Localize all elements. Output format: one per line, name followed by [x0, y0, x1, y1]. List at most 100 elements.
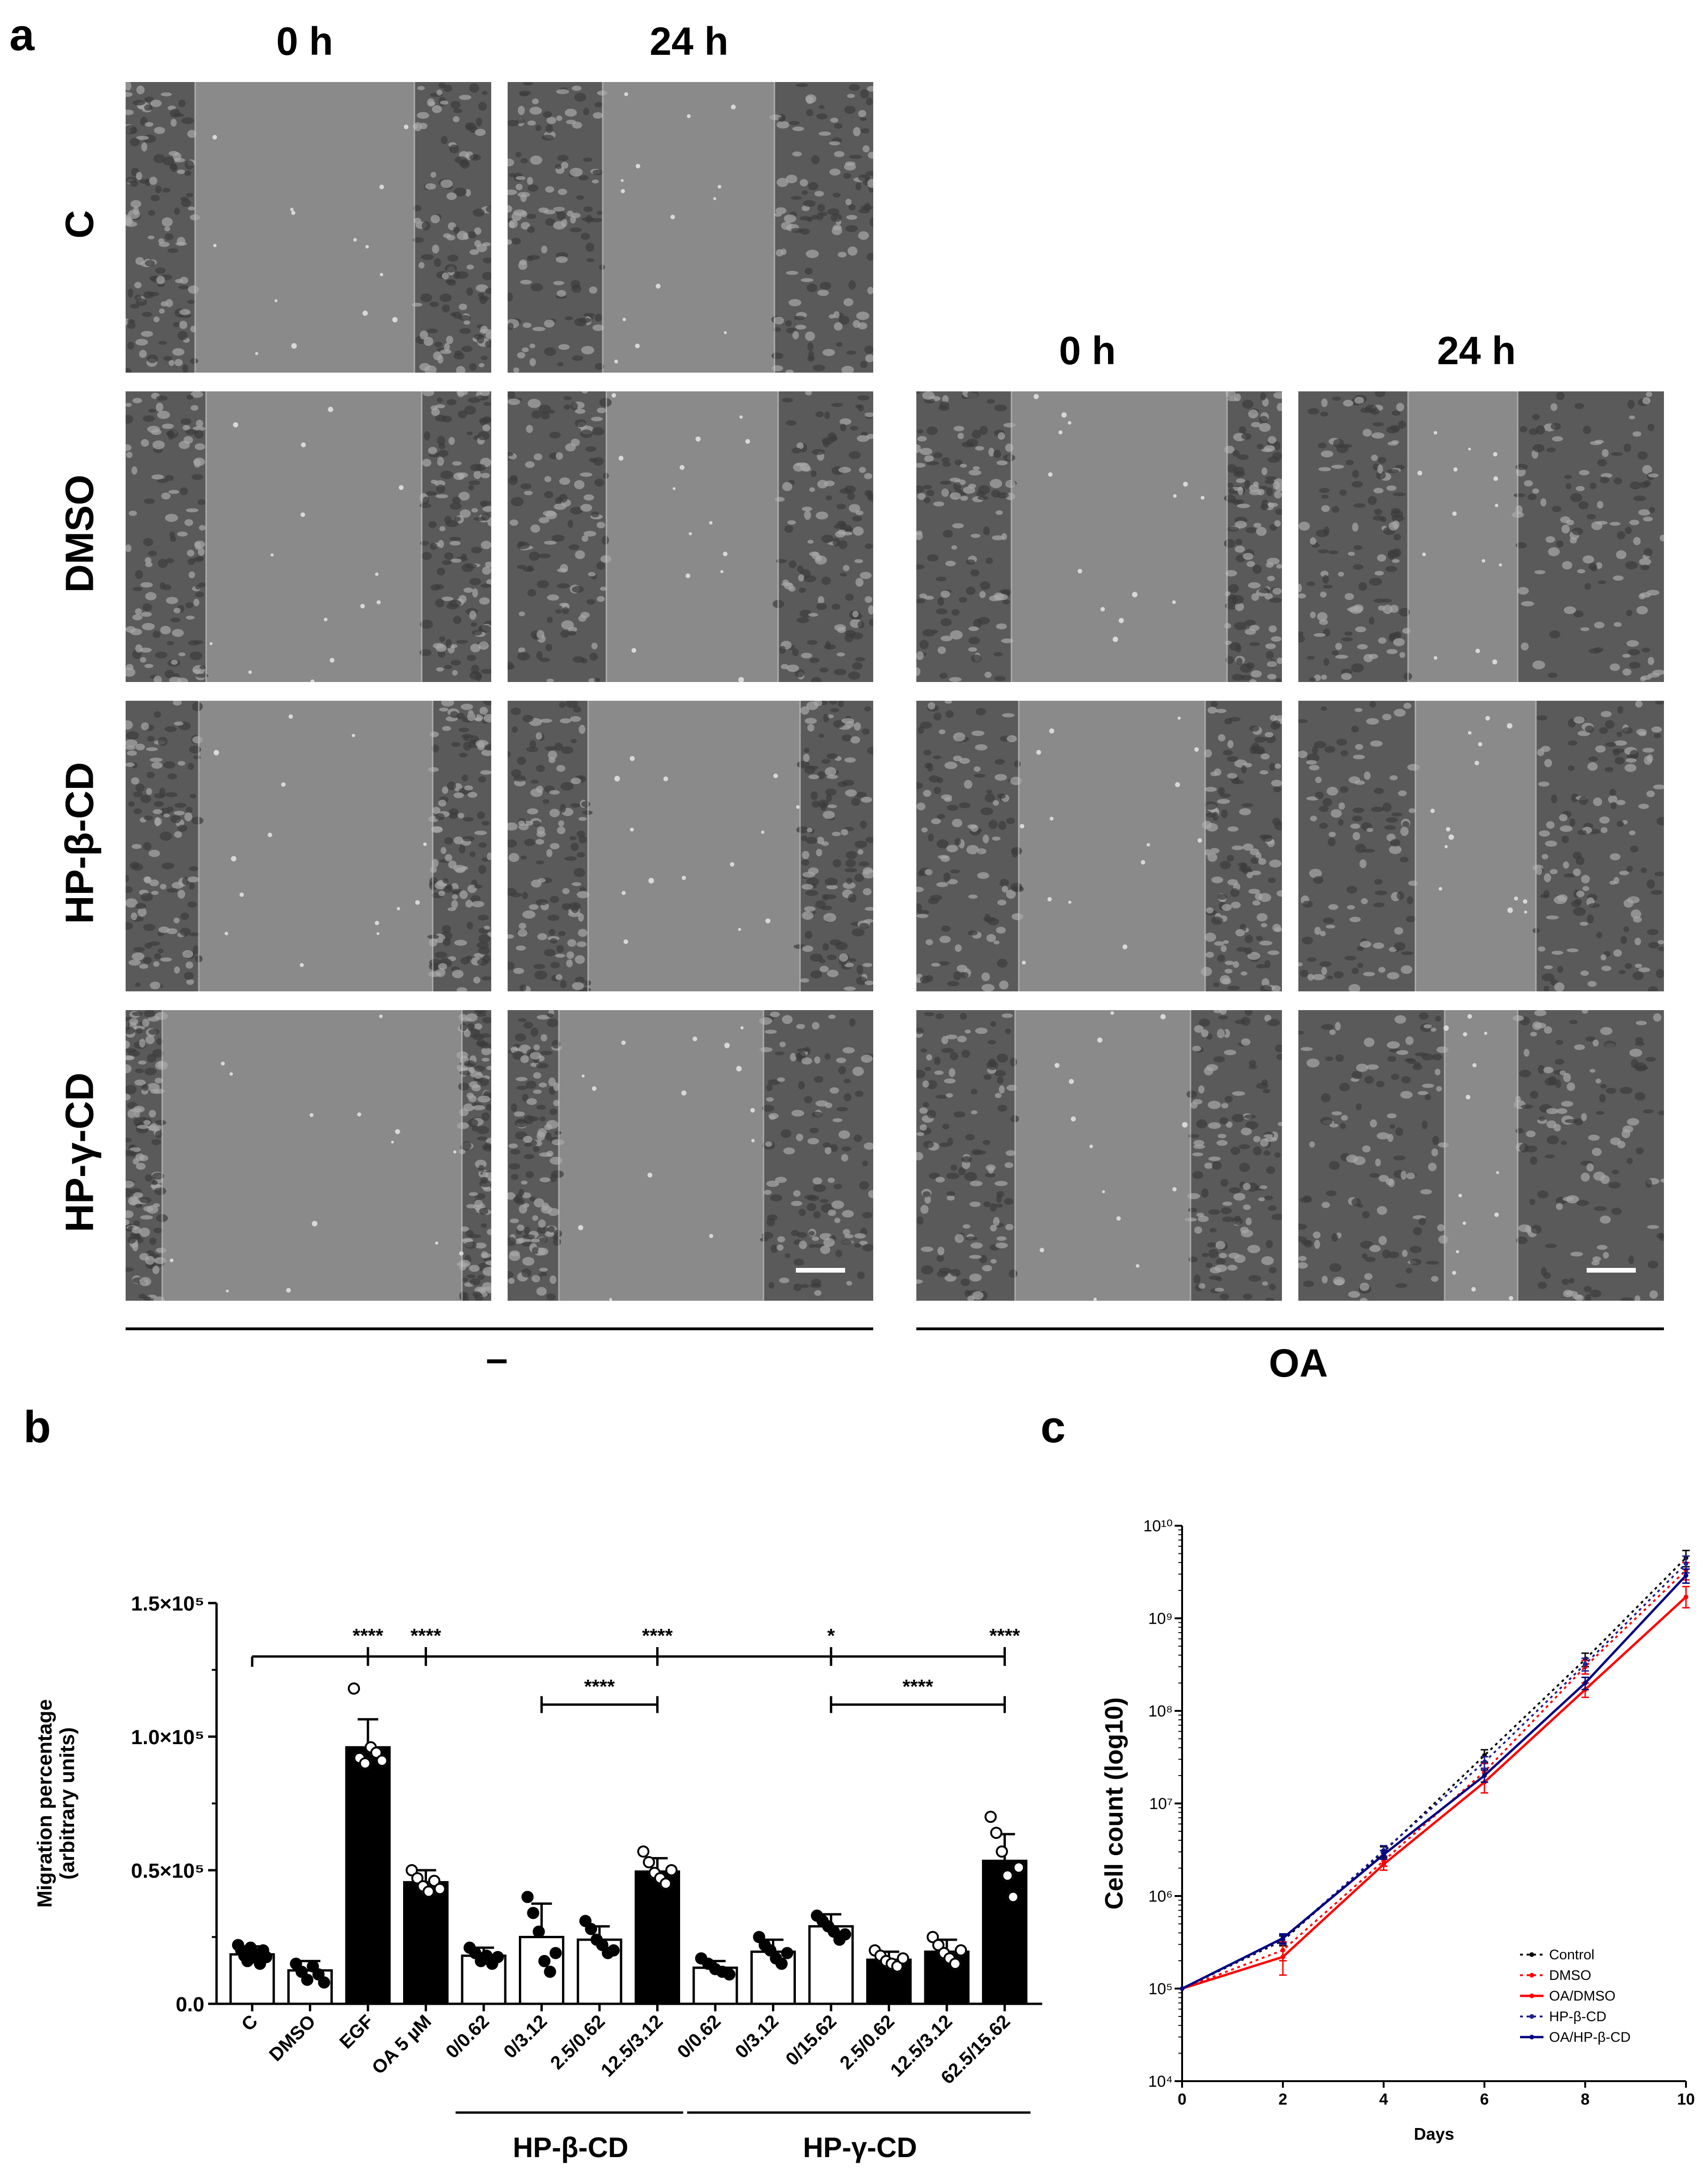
significance-label: **** [903, 1676, 934, 1698]
x-tick-label: 0/3.12 [500, 2011, 551, 2062]
data-point-outline [1007, 1891, 1019, 1903]
data-point-outline [927, 1931, 939, 1943]
x-tick-label: OA 5 µM [368, 2011, 435, 2078]
micro-right-image-0 [916, 391, 1282, 682]
y-tick-label: 10⁴ [1148, 2073, 1173, 2091]
row-label-hp-gamma-cd: HP-γ-CD [57, 1072, 102, 1232]
significance-label: **** [989, 1625, 1020, 1647]
data-point-outline [1001, 1869, 1014, 1882]
panel-letter-c: c [1041, 1402, 1066, 1452]
micro-left-image-7 [508, 1010, 873, 1301]
data-point [544, 1965, 556, 1978]
scale-bar [1587, 1268, 1636, 1273]
data-point-outline [434, 1882, 446, 1895]
x-axis-label: Days [1414, 2124, 1454, 2144]
data-point [1482, 1760, 1487, 1765]
data-point [1381, 1862, 1386, 1867]
legend-label: Control [1549, 1947, 1595, 1963]
micro-left-image-2 [126, 391, 491, 682]
y-axis-label: Cell count (log10) [1100, 1697, 1128, 1910]
y-tick-label: 10¹⁰ [1143, 1517, 1173, 1535]
header-left-0h: 0 h [276, 19, 333, 63]
y-tick-label: 10⁹ [1148, 1610, 1173, 1628]
x-tick-label: 0/0.62 [442, 2011, 494, 2062]
significance-label: **** [584, 1676, 615, 1698]
significance-label: **** [352, 1625, 383, 1647]
data-point-outline [643, 1856, 655, 1868]
significance-label: **** [411, 1625, 442, 1647]
data-point [260, 1951, 272, 1964]
data-point-outline [984, 1811, 997, 1823]
legend-label: HP-β-CD [1549, 2009, 1606, 2024]
data-point [307, 1960, 319, 1973]
data-point [549, 1947, 562, 1959]
legend-marker [1529, 2035, 1534, 2039]
data-point [596, 1939, 608, 1951]
data-point [1684, 1561, 1688, 1566]
data-point-outline [897, 1952, 909, 1965]
data-point-outline [955, 1944, 967, 1956]
data-point-outline [1012, 1861, 1025, 1874]
header-right-0h: 0 h [1059, 329, 1116, 373]
micro-left-image-3 [508, 391, 873, 682]
data-point-outline [891, 1960, 904, 1973]
data-point-outline [949, 1957, 961, 1970]
micro-right-image-5 [1298, 1010, 1664, 1301]
micro-right-image-1 [1298, 391, 1664, 682]
panel-letter-b: b [23, 1402, 51, 1452]
legend-label: DMSO [1549, 1968, 1591, 1983]
data-point [469, 1947, 481, 1959]
group-label-oa: OA [1269, 1341, 1328, 1385]
data-point [764, 1944, 777, 1956]
x-tick-label: 0 [1178, 2091, 1187, 2108]
x-tick-label: EGF [336, 2011, 377, 2053]
data-point [1583, 1680, 1588, 1686]
legend-label: OA/DMSO [1549, 1988, 1616, 2004]
group-line-oa [916, 1327, 1664, 1330]
data-point [579, 1915, 592, 1927]
data-point [1281, 1936, 1285, 1941]
y-tick-label: 10⁵ [1148, 1980, 1173, 1998]
cell-count-line-chart: 10⁴ 10⁵ 10⁶ 10⁷ 10⁸ 10⁹ 10¹⁰ 0 2 4 6 8 10 Days Cell co… [1100, 1517, 1695, 2144]
legend-marker [1529, 1994, 1534, 1998]
group-label-untreated: – [486, 1336, 508, 1380]
x-tick-label: 10 [1677, 2091, 1695, 2108]
x-tick-label: 4 [1379, 2091, 1388, 2108]
y-axis-label: (arbitrary units) [56, 1727, 79, 1880]
micro-left-image-6 [126, 1010, 491, 1301]
y-tick-label: 10⁸ [1148, 1702, 1173, 1720]
data-point-outline [428, 1874, 441, 1887]
micro-left-image-0 [126, 82, 491, 373]
y-tick-label: 0.5×10⁵ [131, 1859, 204, 1882]
group-line-untreated [126, 1327, 873, 1330]
bar [345, 1746, 391, 2005]
data-point-outline [637, 1845, 650, 1858]
data-point-outline [376, 1754, 388, 1767]
group-label: HP-γ-CD [803, 2132, 917, 2163]
y-tick-label: 1.5×10⁵ [131, 1592, 204, 1615]
data-point-outline [990, 1827, 1003, 1839]
x-tick-label: 6 [1480, 2091, 1489, 2108]
micro-right-image-2 [916, 701, 1282, 991]
data-point [532, 1926, 545, 1938]
data-point [723, 1968, 735, 1981]
y-tick-label: 1.0×10⁵ [131, 1726, 204, 1749]
legend-marker [1529, 1952, 1534, 1957]
bar [403, 1881, 449, 2005]
data-point-outline [932, 1939, 944, 1951]
panel-letter-a: a [9, 10, 35, 60]
x-tick-label: 0/15.62 [782, 2011, 840, 2069]
data-point [1482, 1773, 1487, 1778]
scale-bar [796, 1268, 845, 1273]
x-tick-label: C [238, 2011, 262, 2035]
x-tick-label: 8 [1581, 2091, 1590, 2108]
series-line [1182, 1557, 1687, 1990]
x-tick-label: DMSO [265, 2011, 320, 2065]
data-point [781, 1947, 794, 1959]
micro-left-image-4 [126, 701, 491, 991]
series-line [1181, 1574, 1687, 1990]
legend-marker [1529, 1973, 1534, 1978]
micro-right-image-3 [1298, 701, 1664, 991]
data-point [585, 1923, 597, 1935]
data-point [290, 1957, 302, 1970]
